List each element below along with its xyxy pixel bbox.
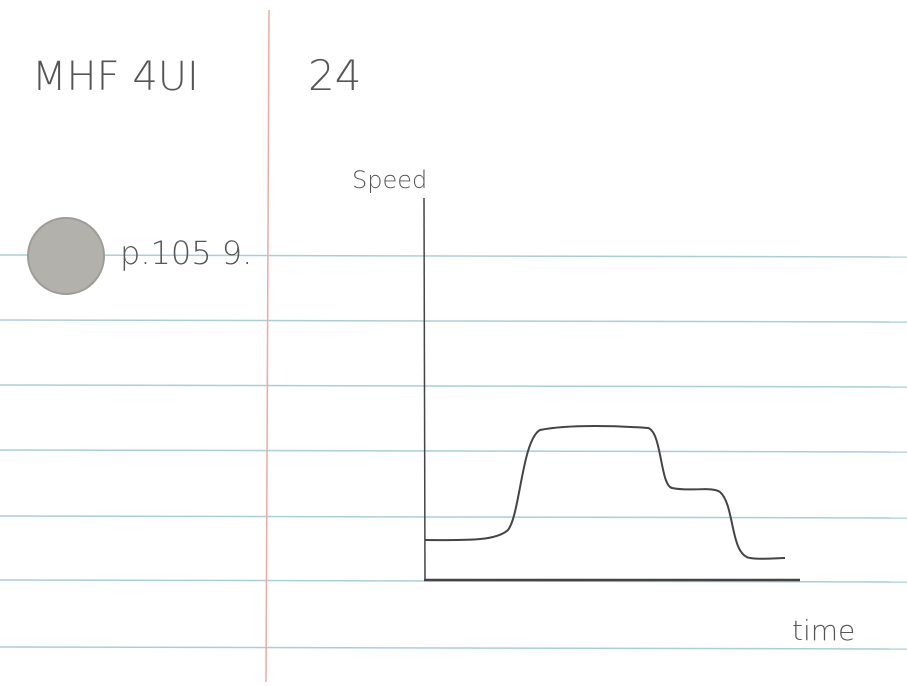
course-code: MHF 4UI — [32, 54, 199, 100]
x-axis-label: time — [792, 614, 855, 647]
page-number: 24 — [308, 51, 361, 100]
punch-hole — [28, 218, 104, 294]
y-axis-label: Speed — [352, 166, 427, 194]
notebook-page: MHF 4UI 24 p.105 9. Speed time — [0, 0, 907, 682]
y-axis — [424, 198, 425, 581]
reference: p.105 9. — [120, 234, 252, 272]
